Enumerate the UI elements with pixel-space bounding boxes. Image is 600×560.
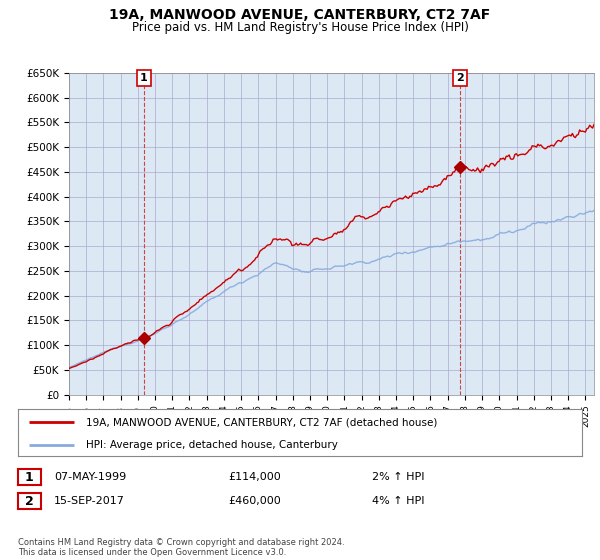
Text: 19A, MANWOOD AVENUE, CANTERBURY, CT2 7AF (detached house): 19A, MANWOOD AVENUE, CANTERBURY, CT2 7AF… [86, 417, 437, 427]
Text: £460,000: £460,000 [228, 496, 281, 506]
Text: Price paid vs. HM Land Registry's House Price Index (HPI): Price paid vs. HM Land Registry's House … [131, 21, 469, 34]
Text: Contains HM Land Registry data © Crown copyright and database right 2024.
This d: Contains HM Land Registry data © Crown c… [18, 538, 344, 557]
Text: 2: 2 [456, 73, 464, 83]
Text: HPI: Average price, detached house, Canterbury: HPI: Average price, detached house, Cant… [86, 440, 338, 450]
Text: 15-SEP-2017: 15-SEP-2017 [54, 496, 125, 506]
Text: 2% ↑ HPI: 2% ↑ HPI [372, 472, 425, 482]
Text: 19A, MANWOOD AVENUE, CANTERBURY, CT2 7AF: 19A, MANWOOD AVENUE, CANTERBURY, CT2 7AF [109, 8, 491, 22]
Text: 2: 2 [25, 494, 34, 508]
Text: 4% ↑ HPI: 4% ↑ HPI [372, 496, 425, 506]
Text: 1: 1 [25, 470, 34, 484]
Text: 07-MAY-1999: 07-MAY-1999 [54, 472, 126, 482]
Text: 1: 1 [140, 73, 148, 83]
Text: £114,000: £114,000 [228, 472, 281, 482]
